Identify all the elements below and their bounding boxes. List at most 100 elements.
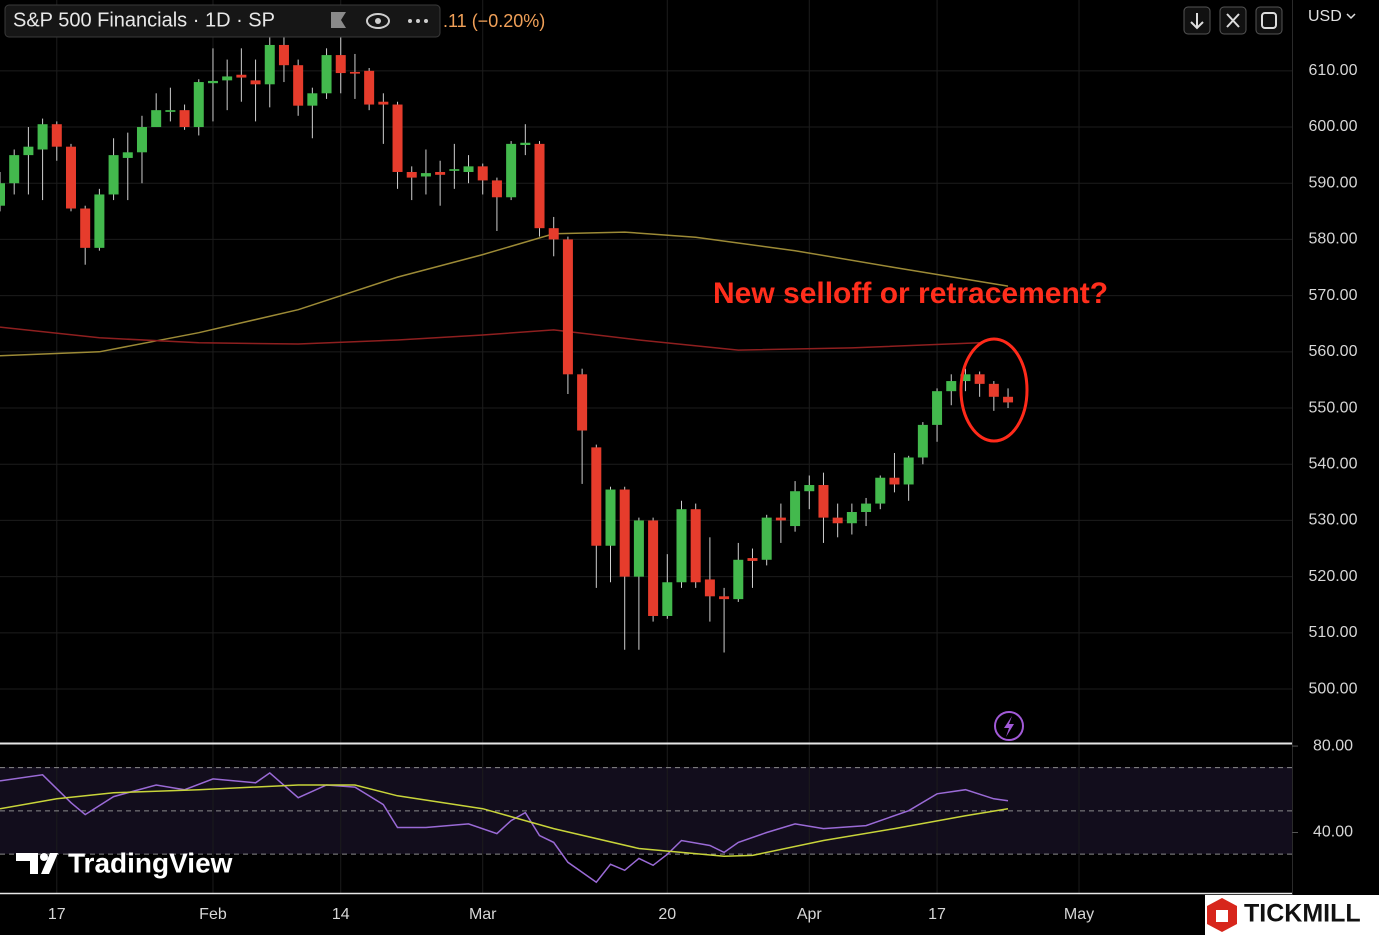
candle-body	[960, 374, 971, 382]
candle-body	[23, 146, 34, 156]
candle-body	[605, 489, 616, 546]
candle-body	[988, 383, 999, 397]
broker-name: TICKMILL	[1244, 900, 1361, 928]
candle-body	[207, 80, 218, 84]
candle-body	[165, 110, 176, 112]
eye-icon[interactable]	[366, 13, 390, 29]
candle-body	[832, 517, 843, 524]
candle-body	[534, 143, 545, 229]
toolbar-button[interactable]	[1219, 6, 1247, 35]
candle-body	[65, 146, 76, 209]
more-icon[interactable]	[408, 19, 428, 23]
candle-body	[278, 44, 289, 66]
candle-body	[37, 124, 48, 150]
candle-body	[662, 582, 673, 616]
candle-body	[80, 208, 91, 248]
candle-body	[917, 424, 928, 458]
x-tick-label: 17	[48, 906, 66, 923]
rsi-band	[0, 767, 1292, 854]
candle-body	[548, 228, 559, 240]
broker-logo-inner	[1216, 910, 1228, 922]
candle-body	[236, 74, 247, 78]
candle-body	[435, 171, 446, 175]
watermark: TradingView	[16, 847, 233, 878]
candle-body	[136, 127, 147, 153]
candle-body	[875, 477, 886, 504]
candle-body	[719, 596, 730, 600]
candle-body	[903, 457, 914, 485]
y-tick-label: 40.00	[1313, 824, 1353, 841]
toolbar-button[interactable]	[1255, 6, 1283, 35]
candle-body	[193, 82, 204, 128]
x-tick-label: Feb	[199, 906, 227, 923]
price-change: .11 (−0.20%)	[443, 11, 545, 31]
candle-body	[633, 520, 644, 577]
candle-body	[222, 76, 233, 81]
y-tick-label: 530.00	[1309, 512, 1358, 529]
candle-body	[293, 65, 304, 106]
candle-body	[932, 391, 943, 425]
candle-body	[321, 55, 332, 94]
candle-body	[349, 71, 360, 74]
candle-body	[9, 155, 20, 184]
candle-body	[307, 93, 318, 106]
candle-body	[94, 194, 105, 248]
candle-body	[1003, 396, 1014, 403]
candle-body	[690, 509, 701, 583]
moving-average	[0, 326, 980, 351]
symbol-title: S&P 500 Financials · 1D · SP	[13, 9, 275, 31]
candle-body	[761, 517, 772, 560]
candle-body	[392, 104, 403, 172]
candle-body	[151, 110, 162, 128]
event-bolt	[1004, 716, 1014, 737]
candle-body	[335, 55, 346, 74]
moving-average	[0, 231, 1009, 357]
candle-body	[846, 512, 857, 524]
candle-body	[264, 44, 275, 85]
candle-body	[818, 485, 829, 518]
y-tick-label: 570.00	[1309, 287, 1358, 304]
candle-body	[704, 579, 715, 597]
candle-body	[364, 70, 375, 105]
candle-body	[51, 124, 62, 147]
candle-body	[889, 477, 900, 485]
highlight-circle	[959, 337, 1029, 443]
y-tick-label: 610.00	[1309, 62, 1358, 79]
candle-body	[378, 101, 389, 105]
candle-body	[747, 558, 758, 561]
x-tick-label: May	[1064, 906, 1094, 923]
candle-body	[562, 239, 573, 375]
candle-body	[648, 520, 659, 616]
candle-body	[477, 166, 488, 181]
flag-icon[interactable]	[331, 12, 346, 28]
x-tick-label: 17	[928, 906, 946, 923]
x-tick-label: 20	[658, 906, 676, 923]
candle-body	[619, 489, 630, 577]
candle-body	[0, 183, 5, 206]
y-tick-label: 80.00	[1313, 737, 1353, 754]
x-tick-label: Apr	[797, 906, 823, 923]
candle-body	[946, 381, 957, 392]
y-tick-label: 500.00	[1309, 680, 1358, 697]
candle-body	[179, 110, 190, 128]
x-tick-label: Mar	[469, 906, 497, 923]
candle-body	[449, 169, 460, 171]
currency[interactable]: USD	[1308, 8, 1342, 25]
event-icon[interactable]	[994, 711, 1024, 741]
candle-body	[108, 155, 119, 195]
y-tick-label: 550.00	[1309, 399, 1358, 416]
candle-body	[790, 491, 801, 527]
candle-body	[506, 143, 517, 198]
candle-body	[676, 509, 687, 583]
candle-body	[733, 559, 744, 600]
candle-body	[520, 142, 531, 146]
indicator-line	[0, 771, 1009, 884]
candle-body	[591, 447, 602, 546]
toolbar-button[interactable]	[1183, 6, 1211, 35]
candle-body	[775, 517, 786, 521]
y-tick-label: 510.00	[1309, 624, 1358, 641]
watermark-text: TradingView	[68, 847, 233, 878]
candle-body	[406, 171, 417, 178]
y-tick-label: 590.00	[1309, 174, 1358, 191]
